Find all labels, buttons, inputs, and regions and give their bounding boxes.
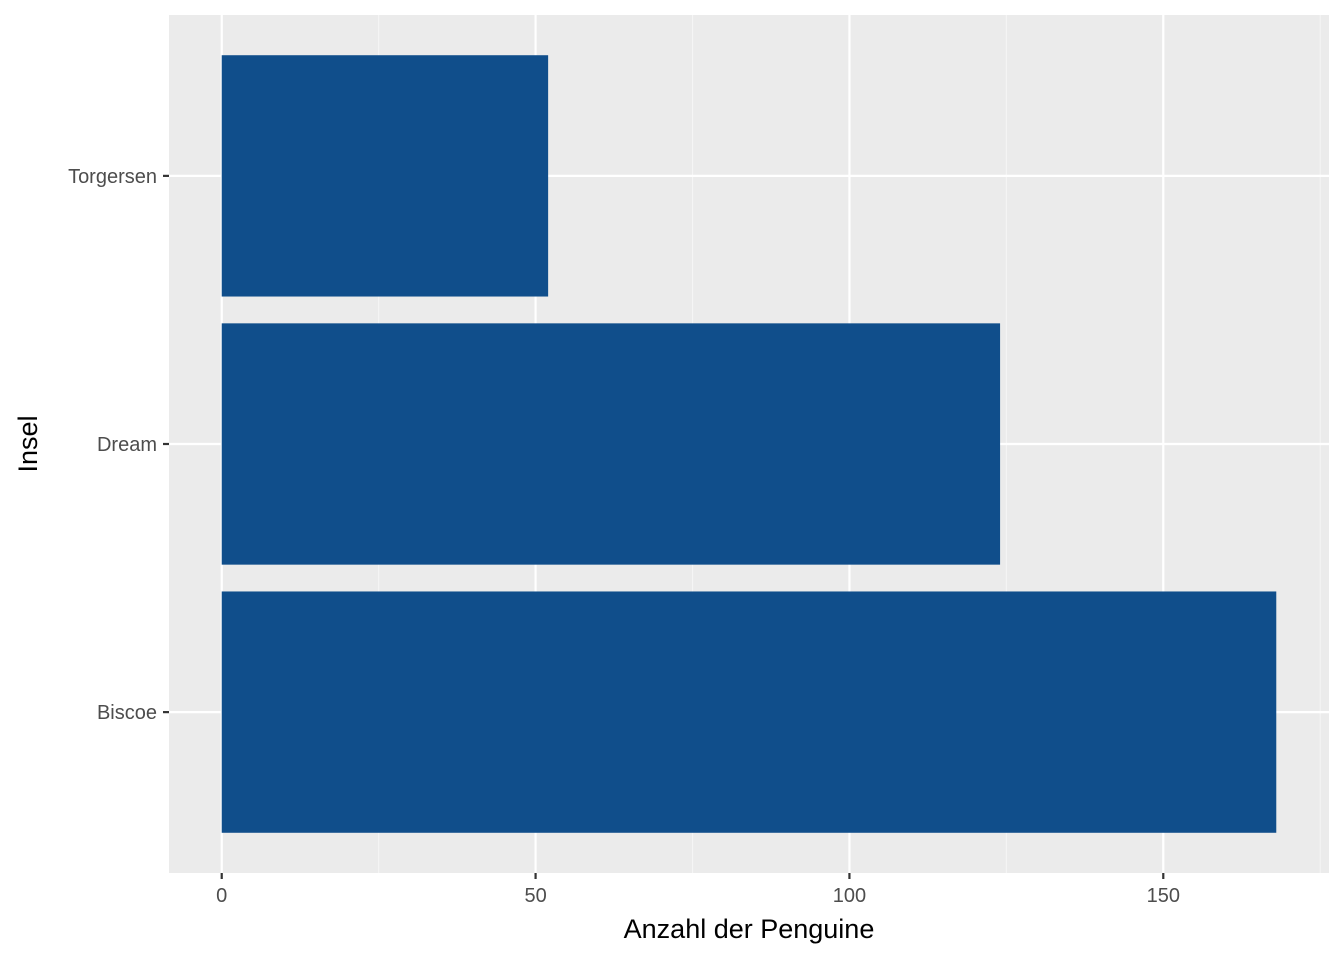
y-tick-label: Torgersen bbox=[68, 166, 157, 188]
bar-biscoe bbox=[221, 591, 1277, 833]
y-tick-label: Biscoe bbox=[97, 702, 157, 724]
x-axis: 0 50 100 150 bbox=[216, 873, 1180, 907]
bars bbox=[221, 55, 1277, 833]
bar-torgersen bbox=[221, 55, 549, 297]
y-tick-label: Dream bbox=[97, 434, 157, 456]
bar-dream bbox=[221, 323, 1001, 565]
x-tick-label: 150 bbox=[1147, 885, 1180, 907]
x-tick-label: 0 bbox=[216, 885, 227, 907]
y-axis-title: Insel bbox=[13, 415, 43, 472]
x-axis-title: Anzahl der Penguine bbox=[624, 914, 875, 944]
x-tick-label: 50 bbox=[524, 885, 546, 907]
x-tick-label: 100 bbox=[833, 885, 866, 907]
y-axis: Biscoe Dream Torgersen bbox=[68, 166, 169, 724]
